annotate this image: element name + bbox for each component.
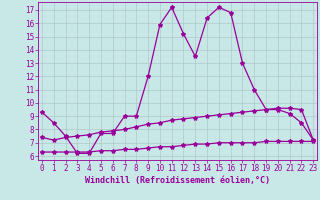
X-axis label: Windchill (Refroidissement éolien,°C): Windchill (Refroidissement éolien,°C) [85, 176, 270, 185]
